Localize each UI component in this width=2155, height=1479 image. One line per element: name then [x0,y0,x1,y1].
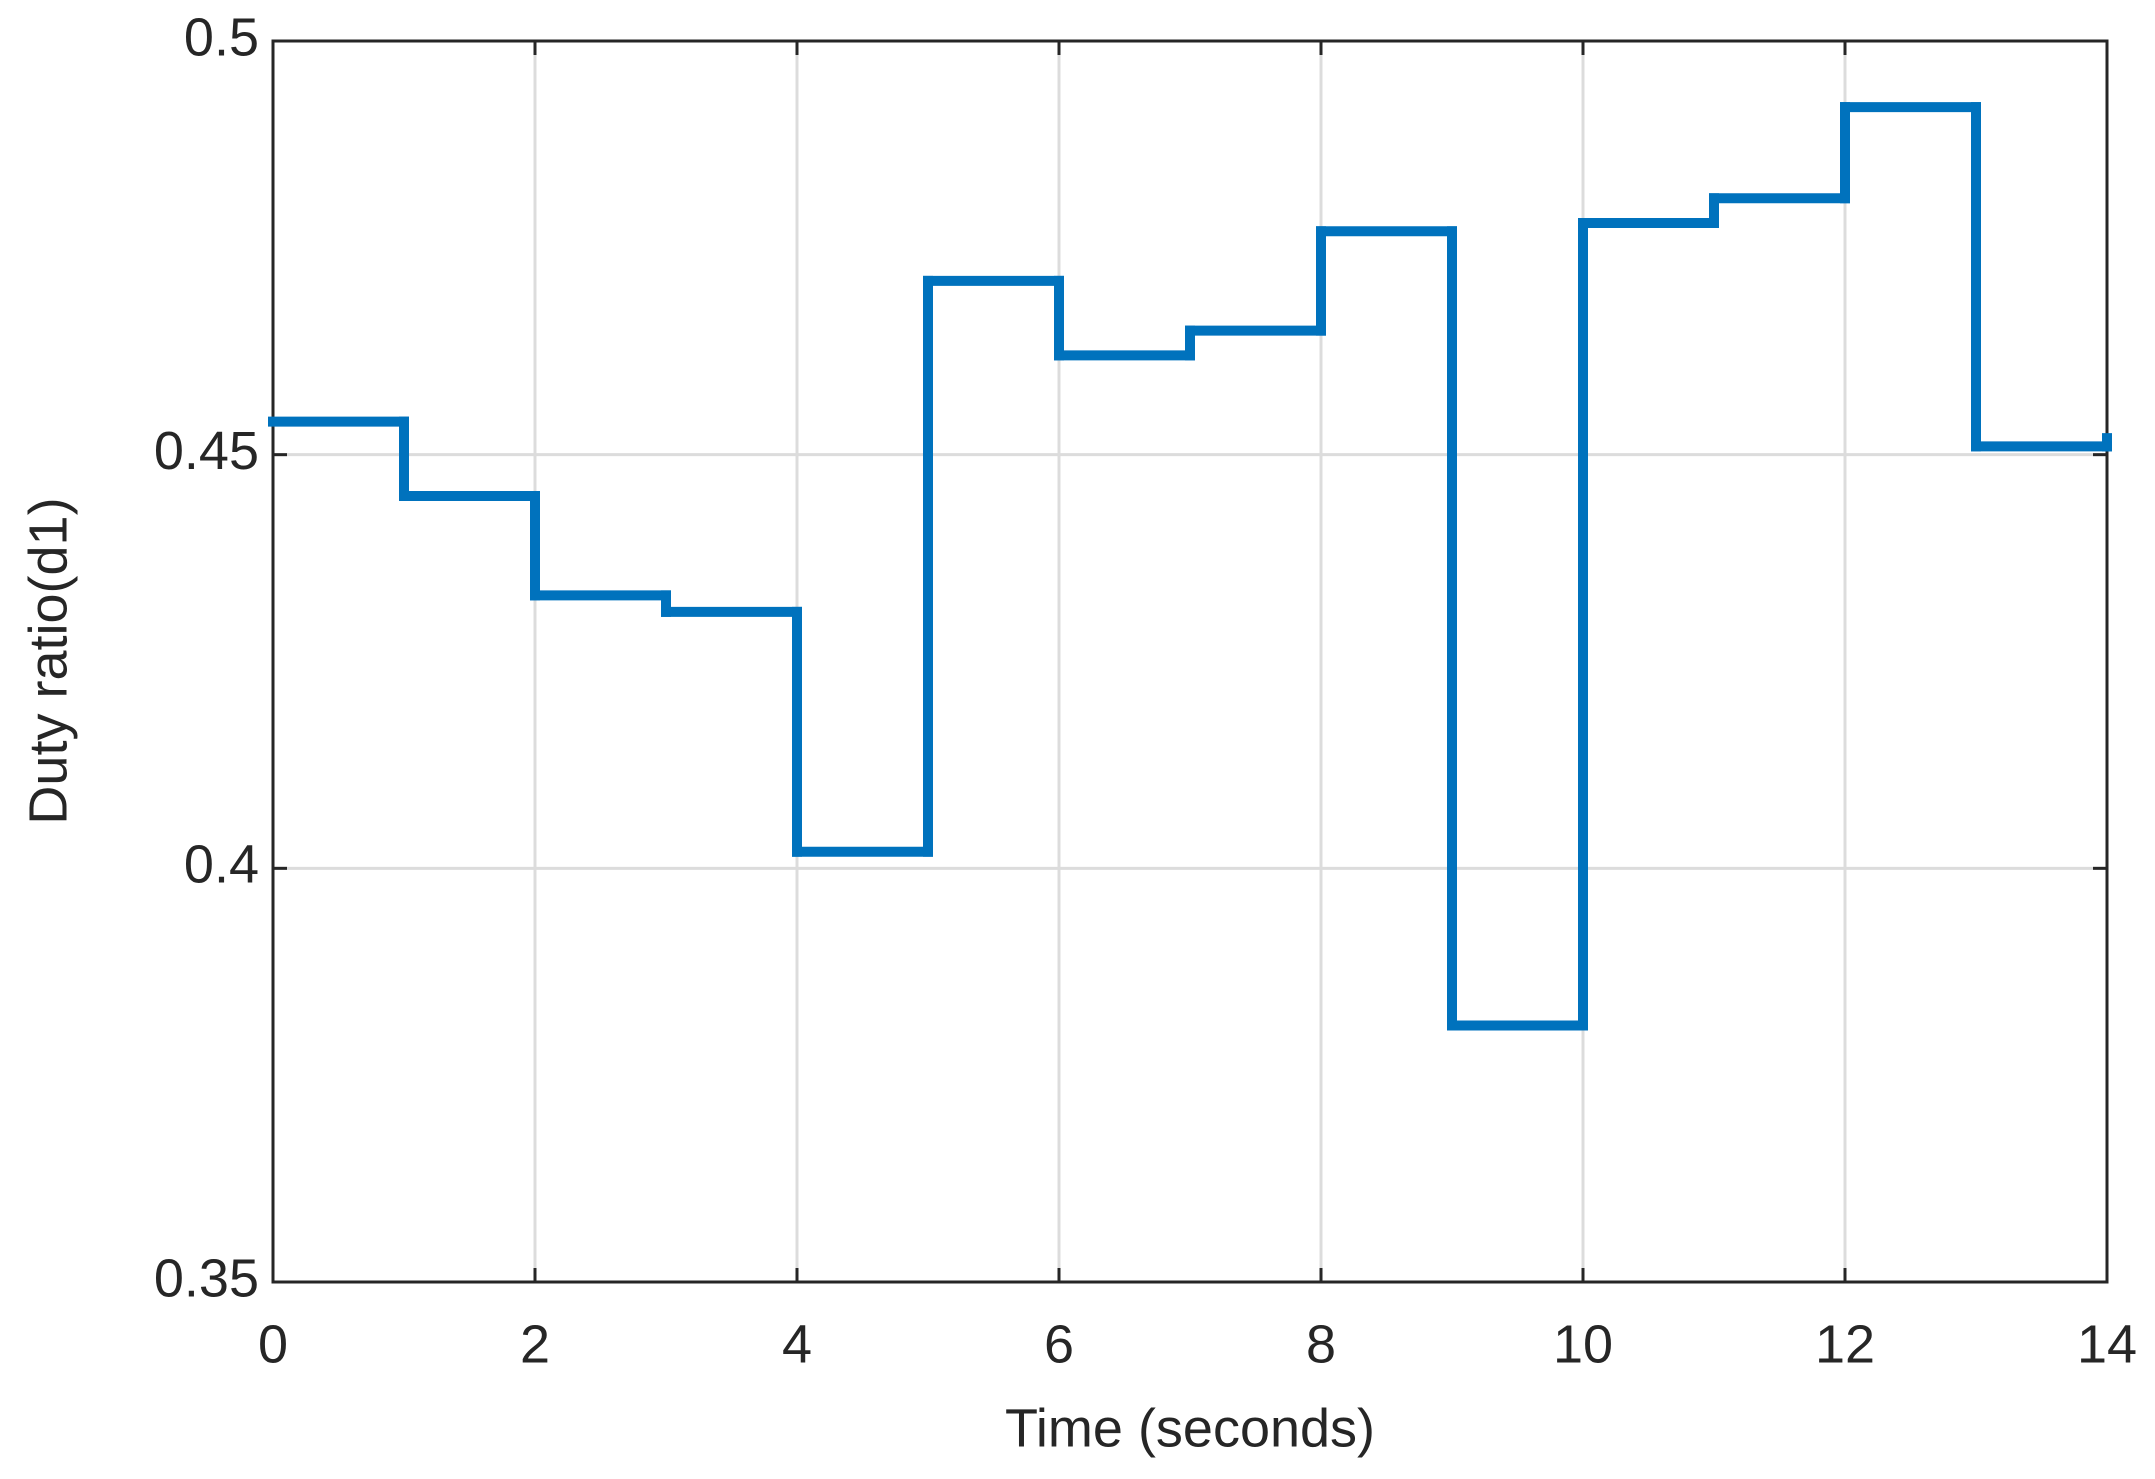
x-tick-label: 2 [520,1314,550,1374]
y-tick-label: 0.4 [184,835,259,895]
x-tick-label: 4 [782,1314,812,1374]
y-tick-label: 0.35 [154,1248,259,1308]
x-tick-label: 0 [258,1314,288,1374]
x-tick-label: 14 [2077,1314,2137,1374]
x-tick-label: 8 [1306,1314,1336,1374]
x-tick-label: 12 [1815,1314,1875,1374]
plot-frame [271,39,2109,1284]
y-tick-label: 0.45 [154,421,259,481]
y-axis-label: Duty ratio(d1) [18,497,78,824]
x-tick-label: 6 [1044,1314,1074,1374]
x-tick-label: 10 [1553,1314,1613,1374]
x-axis-label: Time (seconds) [1005,1398,1375,1458]
y-tick-label: 0.5 [184,7,259,67]
